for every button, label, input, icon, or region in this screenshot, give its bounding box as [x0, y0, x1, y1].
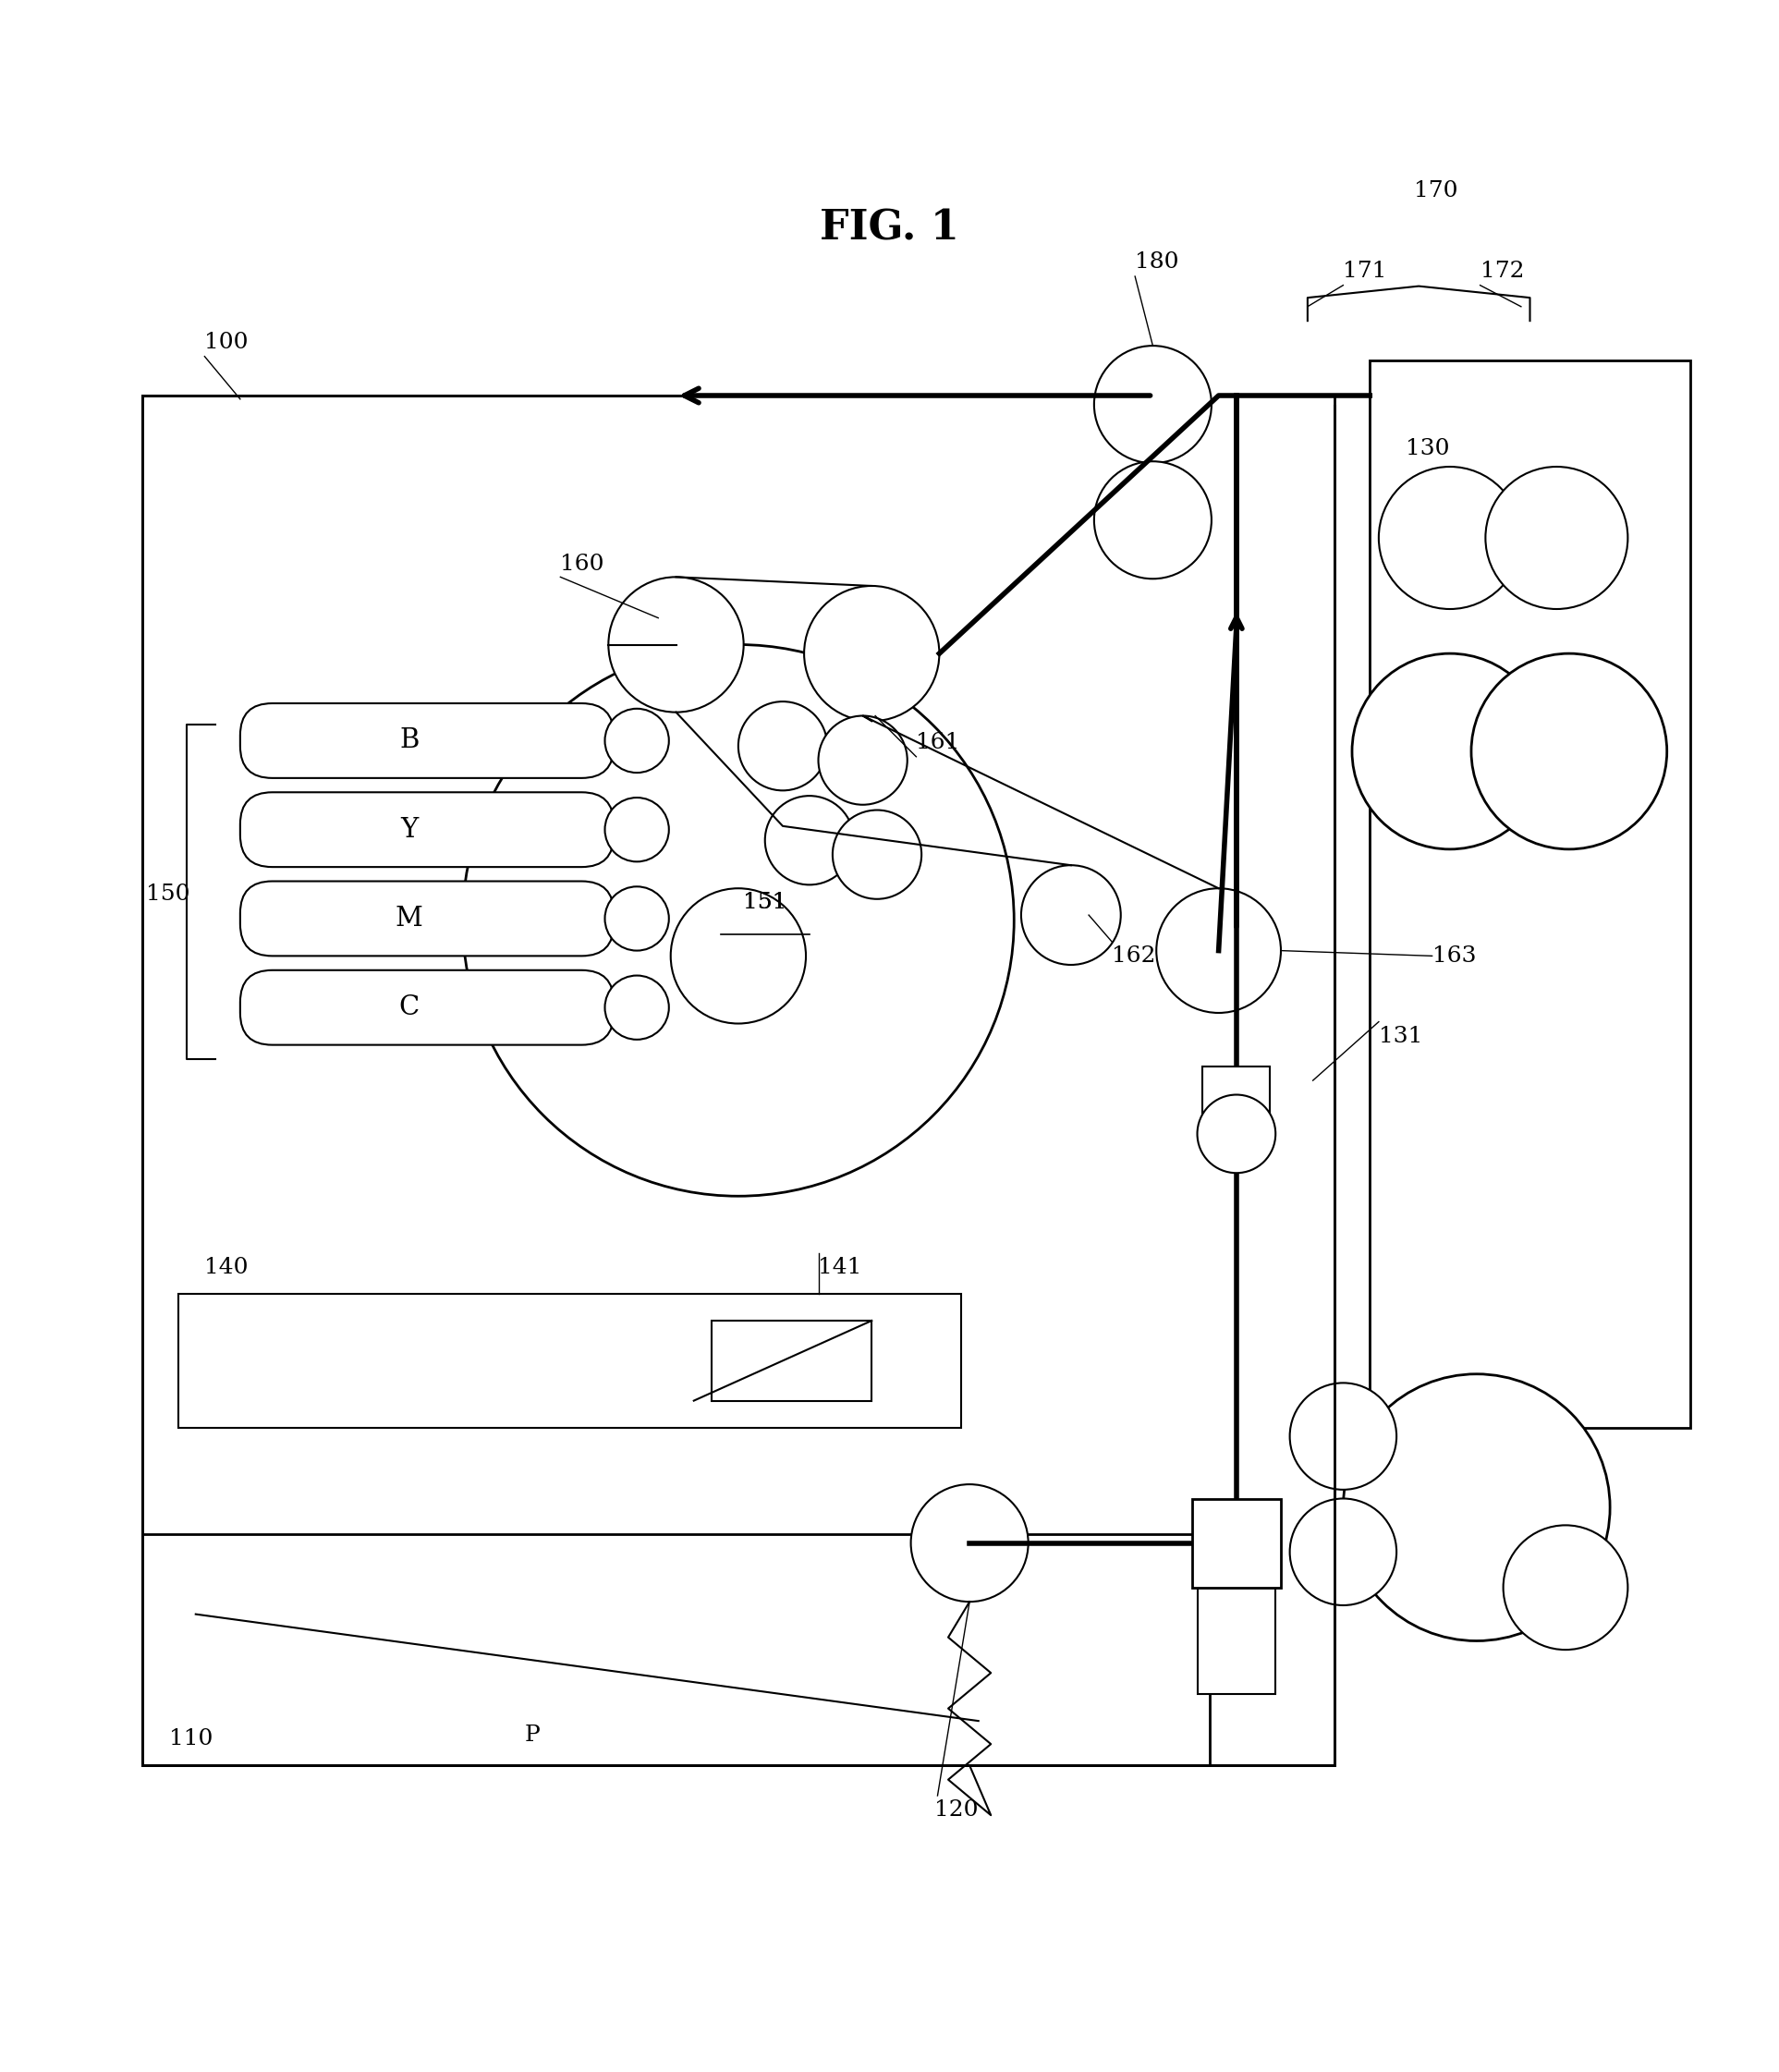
Circle shape — [804, 586, 939, 721]
Circle shape — [765, 796, 854, 885]
Circle shape — [1471, 653, 1667, 850]
Text: FIG. 1: FIG. 1 — [820, 209, 959, 249]
Circle shape — [1094, 346, 1211, 464]
Text: 151: 151 — [744, 891, 786, 914]
Bar — [142, 1533, 1210, 1765]
Text: 180: 180 — [1135, 251, 1179, 274]
Bar — [1203, 1067, 1270, 1117]
Text: 151: 151 — [744, 891, 786, 914]
Bar — [712, 1320, 872, 1401]
Bar — [1059, 383, 1336, 404]
Circle shape — [605, 976, 669, 1040]
Circle shape — [911, 1484, 1028, 1602]
Circle shape — [818, 715, 907, 804]
Circle shape — [1094, 462, 1211, 578]
Text: P: P — [525, 1724, 541, 1747]
Circle shape — [1352, 653, 1548, 850]
FancyBboxPatch shape — [240, 792, 614, 866]
Text: 150: 150 — [146, 883, 190, 903]
Text: 110: 110 — [169, 1728, 213, 1749]
Text: 161: 161 — [916, 731, 961, 752]
Circle shape — [1379, 466, 1521, 609]
Bar — [178, 1293, 961, 1428]
Circle shape — [605, 798, 669, 862]
Circle shape — [1343, 1374, 1610, 1641]
Circle shape — [1485, 466, 1628, 609]
Text: C: C — [398, 995, 420, 1021]
Bar — [1197, 1544, 1276, 1695]
Circle shape — [833, 810, 922, 899]
Text: 141: 141 — [818, 1256, 863, 1278]
Bar — [1370, 361, 1690, 1428]
Circle shape — [1021, 866, 1121, 966]
Text: 140: 140 — [205, 1256, 249, 1278]
Circle shape — [1197, 1094, 1276, 1173]
Circle shape — [1503, 1525, 1628, 1649]
Bar — [1192, 1498, 1281, 1587]
Text: 130: 130 — [1405, 439, 1450, 460]
Circle shape — [738, 702, 827, 792]
Text: 162: 162 — [1112, 945, 1156, 966]
Text: 131: 131 — [1379, 1026, 1423, 1046]
Text: 160: 160 — [560, 553, 605, 576]
Circle shape — [671, 889, 806, 1024]
Circle shape — [1290, 1382, 1397, 1490]
FancyBboxPatch shape — [240, 702, 614, 779]
FancyBboxPatch shape — [240, 970, 614, 1044]
Text: 171: 171 — [1343, 261, 1388, 282]
Text: 172: 172 — [1480, 261, 1525, 282]
Circle shape — [605, 709, 669, 773]
Circle shape — [605, 887, 669, 951]
Circle shape — [608, 576, 744, 713]
Text: 170: 170 — [1414, 180, 1459, 201]
FancyBboxPatch shape — [240, 881, 614, 955]
Circle shape — [1156, 889, 1281, 1013]
Text: 163: 163 — [1432, 945, 1477, 966]
Text: 100: 100 — [205, 332, 249, 352]
Text: Y: Y — [400, 816, 418, 843]
Text: M: M — [395, 905, 423, 932]
Text: B: B — [398, 727, 420, 754]
Circle shape — [1290, 1498, 1397, 1606]
Bar — [142, 396, 1334, 1765]
Circle shape — [463, 644, 1014, 1196]
Text: 120: 120 — [934, 1798, 978, 1821]
